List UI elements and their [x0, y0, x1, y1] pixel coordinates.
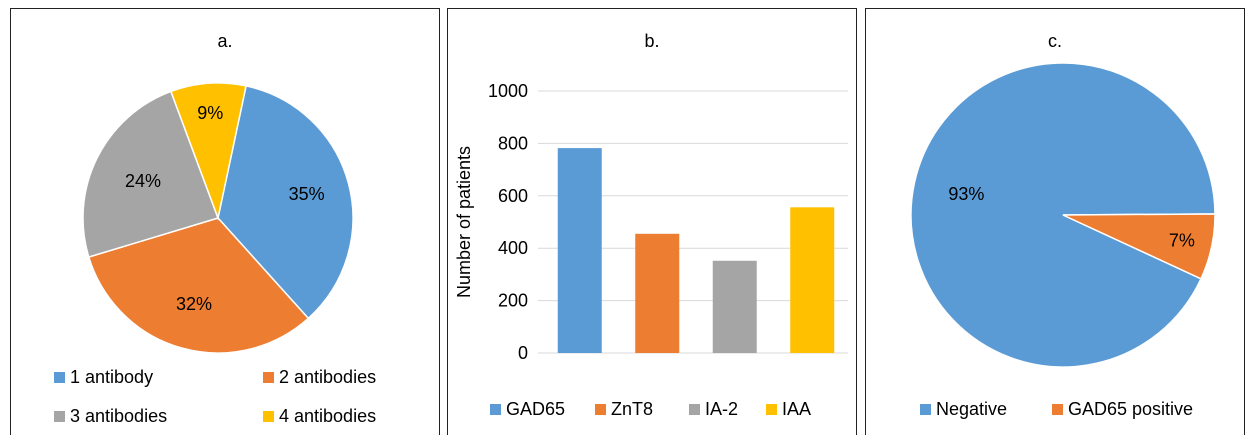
chart-c-data-label-gad65-positive: 7% [1169, 231, 1195, 251]
chart-a-slice-2-antibodies [87, 217, 310, 354]
chart-b-ytick-label: 600 [498, 186, 528, 206]
legend-b: GAD65 ZnT8 IA-2 IAA [448, 9, 858, 436]
chart-b-legend-label: GAD65 [506, 399, 566, 419]
chart-c-legend-label: Negative [936, 399, 1008, 419]
chart-b-ytick-label: 400 [498, 238, 528, 258]
pie-chart-c: 93% 7% [910, 62, 1216, 368]
chart-b-legend-swatch [766, 404, 777, 415]
chart-a-legend-swatch [54, 411, 65, 422]
chart-a-legend-item-2-antibodies: 2 antibodies [263, 367, 376, 388]
chart-b-ytick-label: 200 [498, 291, 528, 311]
bar-chart-b: 0 200 400 600 800 1000 Number of patients [454, 81, 848, 363]
chart-a-data-label-1-antibody: 35% [289, 184, 325, 204]
pie-chart-a: 35% 32% 24% 9% [82, 82, 354, 354]
chart-c-legend-swatch [1052, 404, 1063, 415]
chart-a-legend-label: 1 antibody [70, 367, 154, 387]
chart-a-legend-swatch [263, 411, 274, 422]
chart-b-title: b. [644, 31, 660, 51]
chart-b-legend-item-iaa: IAA [766, 399, 811, 420]
chart-c-slice-gad65-positive [1062, 213, 1216, 280]
chart-b-legend-item-ia-2: IA-2 [689, 399, 738, 420]
chart-a-legend-item-1-antibody: 1 antibody [54, 367, 153, 388]
chart-a-legend-label: 2 antibodies [279, 367, 377, 387]
chart-a-data-label-3-antibodies: 24% [125, 171, 161, 191]
chart-c-legend-item-negative: Negative [920, 399, 1007, 420]
chart-b-legend-swatch [689, 404, 700, 415]
chart-c-legend-swatch [920, 404, 931, 415]
chart-b-legend-label: IA-2 [705, 399, 739, 419]
chart-b-ytick-label: 800 [498, 133, 528, 153]
legend-c: Negative GAD65 positive [866, 9, 1246, 436]
chart-b-legend-item-znt8: ZnT8 [595, 399, 653, 420]
panel-c: c. 93% 7% Negative GAD65 positive [865, 8, 1245, 435]
chart-b-legend-swatch [595, 404, 606, 415]
chart-b-ylabel: Number of patients [454, 146, 474, 298]
chart-b-legend-label: ZnT8 [611, 399, 654, 419]
chart-b-bar-gad65 [557, 148, 602, 353]
chart-a-slice-1-antibody [217, 85, 354, 320]
chart-c-data-label-negative: 93% [948, 184, 984, 204]
chart-a-legend-label: 3 antibodies [70, 406, 168, 426]
chart-b-bar-iaa [790, 207, 835, 353]
chart-a-slice-3-antibodies [82, 90, 219, 258]
chart-b-ytick-label: 1000 [488, 81, 528, 101]
chart-b-ytick-label: 0 [518, 343, 528, 363]
chart-b-legend-label: IAA [782, 399, 812, 419]
chart-a-data-label-2-antibodies: 32% [176, 294, 212, 314]
chart-c-legend-label: GAD65 positive [1068, 399, 1194, 419]
chart-c-legend-item-gad65-positive: GAD65 positive [1052, 399, 1193, 420]
chart-a-data-label-4-antibodies: 9% [197, 103, 223, 123]
chart-a-legend-item-4-antibodies: 4 antibodies [263, 406, 376, 427]
chart-c-title: c. [1047, 31, 1062, 51]
chart-a-legend-swatch [54, 372, 65, 383]
chart-a-legend-item-3-antibodies: 3 antibodies [54, 406, 167, 427]
panel-a: a. 35% 32% 24% 9% 1 antibody 2 antibodies 3 a… [10, 8, 440, 435]
chart-a-title: a. [217, 31, 233, 51]
chart-a-slice-4-antibodies [169, 82, 247, 221]
panel-b: b. 0 200 400 600 800 1000 Number of patients G… [447, 8, 857, 435]
chart-b-bar-znt8 [635, 233, 680, 353]
chart-b-legend-item-gad65: GAD65 [490, 399, 565, 420]
chart-a-legend-label: 4 antibodies [279, 406, 377, 426]
chart-a-legend-swatch [263, 372, 274, 383]
chart-b-legend-swatch [490, 404, 501, 415]
legend-a: 1 antibody 2 antibodies 3 antibodies 4 anti… [11, 9, 441, 436]
chart-b-bar-ia-2 [712, 260, 757, 353]
